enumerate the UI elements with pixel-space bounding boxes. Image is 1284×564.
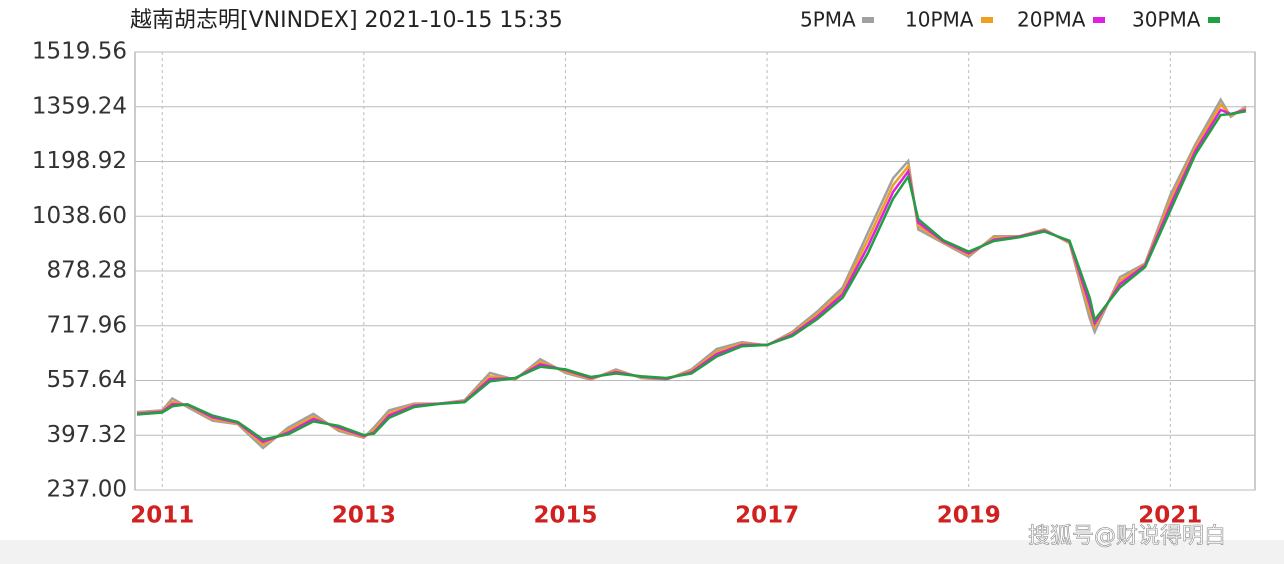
x-tick-label: 2017 bbox=[735, 503, 799, 529]
chart-title: 越南胡志明[VNINDEX] 2021-10-15 15:35 bbox=[130, 8, 563, 33]
legend-label: 20PMA bbox=[1017, 8, 1086, 32]
legend-label: 5PMA bbox=[800, 8, 856, 32]
y-tick-label: 717.96 bbox=[47, 312, 127, 338]
legend-swatch bbox=[862, 17, 874, 23]
x-tick-label: 2013 bbox=[332, 503, 396, 529]
ma-line bbox=[136, 110, 1247, 441]
y-tick-label: 1359.24 bbox=[32, 93, 127, 119]
legend-swatch bbox=[1208, 17, 1220, 23]
y-tick-label: 1038.60 bbox=[32, 203, 127, 229]
y-tick-label: 878.28 bbox=[47, 258, 127, 284]
watermark: 搜狐号@财说得明白 bbox=[1028, 524, 1226, 549]
y-tick-label: 397.32 bbox=[47, 422, 127, 448]
ma-line bbox=[136, 97, 1247, 450]
y-tick-label: 1519.56 bbox=[32, 39, 127, 65]
legend-label: 30PMA bbox=[1132, 8, 1201, 32]
x-tick-label: 2015 bbox=[533, 503, 597, 529]
y-tick-label: 1198.92 bbox=[32, 148, 127, 174]
x-tick-label: 2011 bbox=[130, 503, 194, 529]
y-tick-label: 237.00 bbox=[47, 477, 127, 503]
legend-swatch bbox=[981, 17, 993, 23]
legend-swatch bbox=[1093, 17, 1105, 23]
footer-band bbox=[0, 540, 1284, 564]
legend-label: 10PMA bbox=[905, 8, 974, 32]
x-tick-label: 2019 bbox=[937, 503, 1001, 529]
x-tick-label: 2021 bbox=[1138, 503, 1202, 529]
y-tick-label: 557.64 bbox=[47, 367, 127, 393]
ma-line bbox=[136, 108, 1247, 444]
ma-line bbox=[136, 102, 1247, 447]
